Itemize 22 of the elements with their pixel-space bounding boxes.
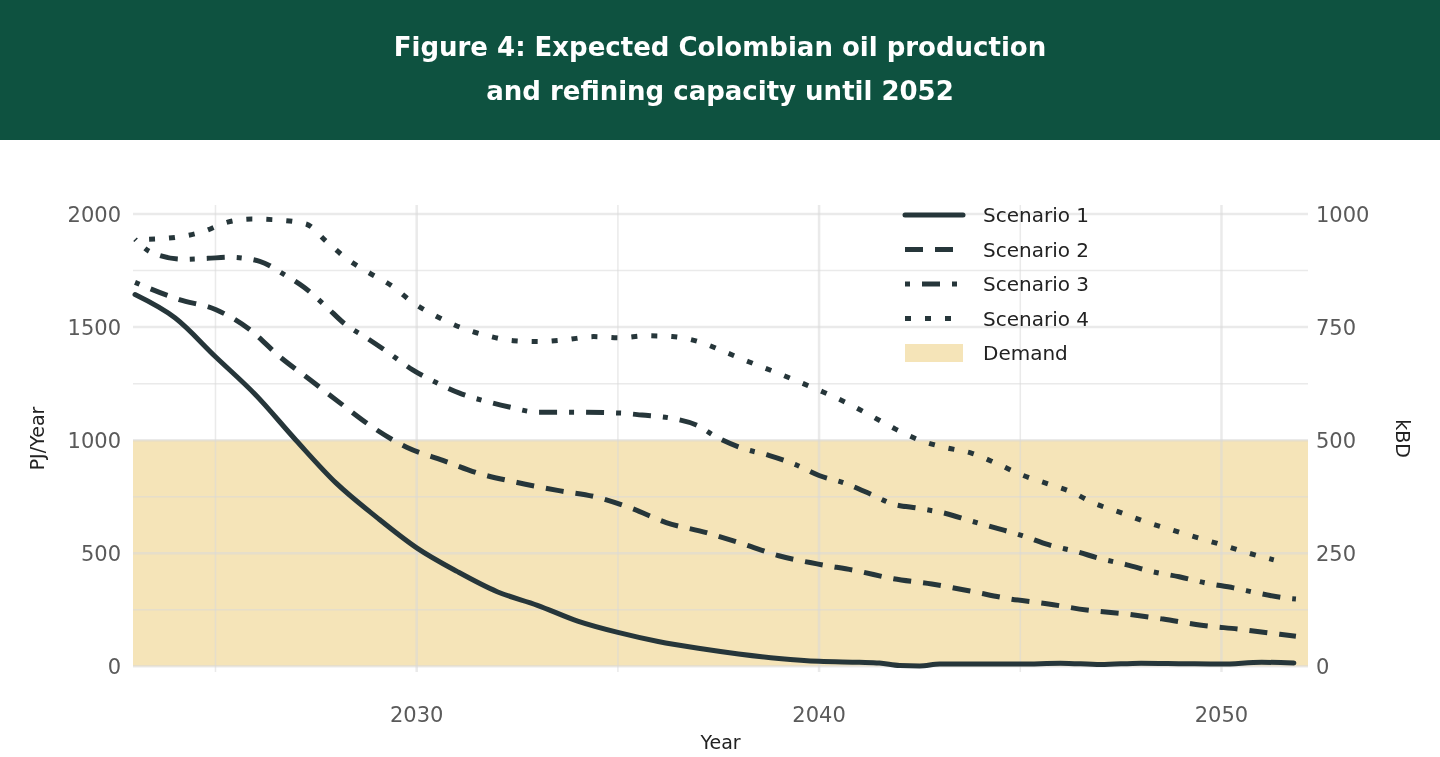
- legend-label: Scenario 1: [983, 203, 1090, 227]
- y2-tick-label: 0: [1316, 655, 1330, 680]
- y2-tick-label: 500: [1316, 429, 1357, 454]
- legend-label: Scenario 2: [983, 237, 1090, 262]
- legend-label: Demand: [983, 341, 1068, 365]
- y2-tick-label: 250: [1316, 542, 1357, 567]
- x-tick-label: 2040: [792, 703, 846, 727]
- y-tick-label: 500: [80, 542, 121, 567]
- chart-title: Figure 4: Expected Colombian oil production and refining capacity until 2052: [393, 32, 1047, 106]
- y2-tick-label: 750: [1316, 316, 1357, 341]
- y-tick-label: 0: [107, 655, 121, 680]
- y-axis-title: PJ/Year: [26, 406, 48, 471]
- x-tick-label: 2030: [389, 703, 444, 727]
- y2-tick-label: 1000: [1316, 203, 1370, 228]
- y2-axis-title: kBD: [1392, 419, 1414, 458]
- y-tick-label: 1500: [67, 316, 121, 341]
- y-tick-label: 1000: [67, 429, 121, 454]
- legend-label: Scenario 3: [983, 272, 1090, 296]
- x-tick-label: 2050: [1194, 703, 1249, 727]
- x-axis-title: Year: [699, 731, 741, 753]
- y-tick-label: 2000: [67, 203, 121, 228]
- legend-label: Scenario 4: [983, 306, 1090, 331]
